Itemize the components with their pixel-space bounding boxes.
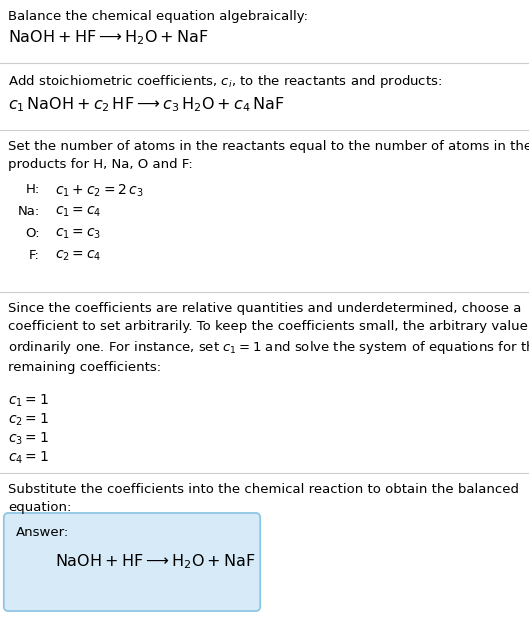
Text: $\mathrm{NaOH + HF} \longrightarrow \mathrm{H_2O + NaF}$: $\mathrm{NaOH + HF} \longrightarrow \mat… [8,28,208,46]
Text: $c_2 = c_4$: $c_2 = c_4$ [55,249,102,263]
Text: $c_3 = 1$: $c_3 = 1$ [8,431,49,448]
Text: $c_1 + c_2 = 2\,c_3$: $c_1 + c_2 = 2\,c_3$ [55,183,143,199]
Text: Substitute the coefficients into the chemical reaction to obtain the balanced
eq: Substitute the coefficients into the che… [8,483,519,514]
Text: Add stoichiometric coefficients, $c_i$, to the reactants and products:: Add stoichiometric coefficients, $c_i$, … [8,73,442,90]
Text: $c_1 = c_3$: $c_1 = c_3$ [55,227,101,241]
Text: Since the coefficients are relative quantities and underdetermined, choose a
coe: Since the coefficients are relative quan… [8,302,529,374]
Text: Na:: Na: [18,205,40,218]
Text: F:: F: [29,249,40,262]
Text: $c_4 = 1$: $c_4 = 1$ [8,450,49,466]
Text: Answer:: Answer: [16,526,69,539]
Text: Balance the chemical equation algebraically:: Balance the chemical equation algebraica… [8,10,308,23]
Text: $c_1 = c_4$: $c_1 = c_4$ [55,205,102,219]
FancyBboxPatch shape [4,513,260,611]
Text: $c_2 = 1$: $c_2 = 1$ [8,412,49,428]
Text: Set the number of atoms in the reactants equal to the number of atoms in the
pro: Set the number of atoms in the reactants… [8,140,529,171]
Text: O:: O: [25,227,40,240]
Text: $c_1\,\mathrm{NaOH} + c_2\,\mathrm{HF} \longrightarrow c_3\,\mathrm{H_2O} + c_4\: $c_1\,\mathrm{NaOH} + c_2\,\mathrm{HF} \… [8,95,285,113]
Text: $c_1 = 1$: $c_1 = 1$ [8,393,49,409]
Text: H:: H: [26,183,40,196]
Text: $\mathrm{NaOH + HF} \longrightarrow \mathrm{H_2O + NaF}$: $\mathrm{NaOH + HF} \longrightarrow \mat… [55,552,256,571]
